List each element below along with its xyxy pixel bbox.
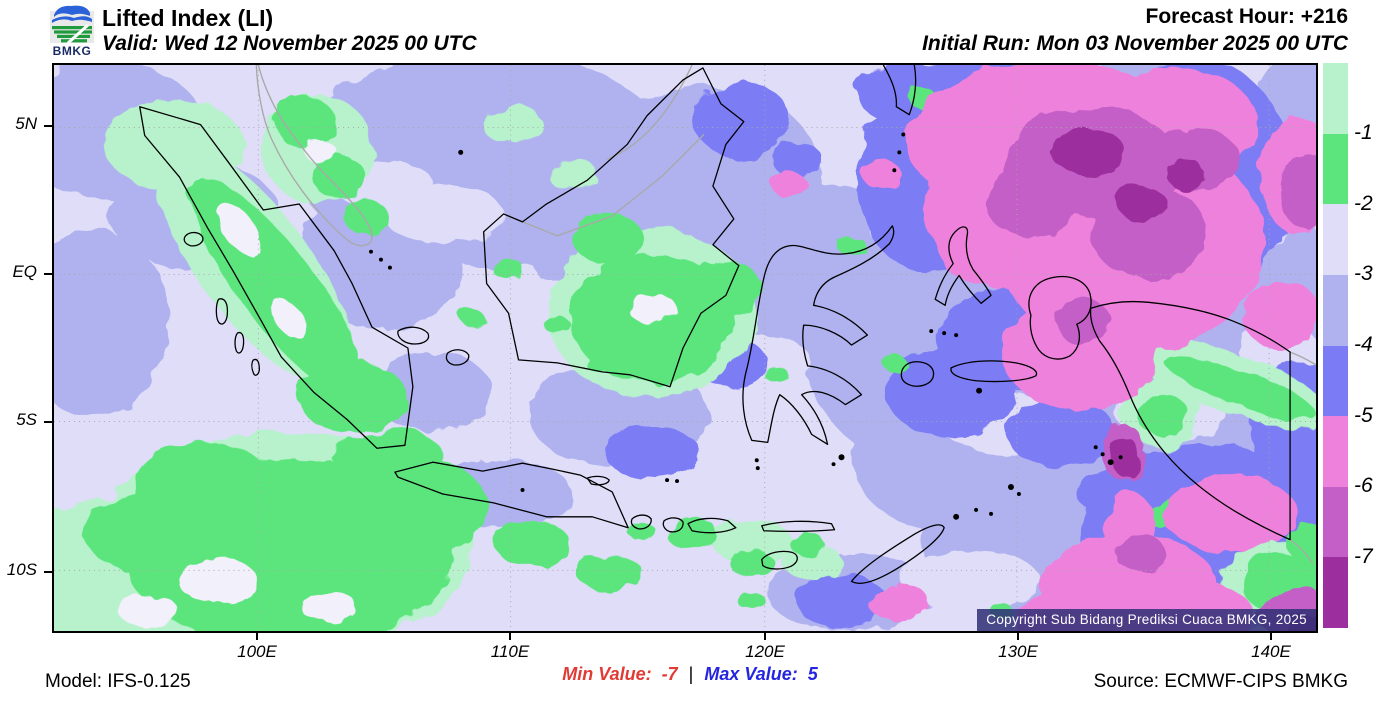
x-tick	[256, 633, 258, 640]
x-tick	[509, 633, 511, 640]
colorbar-segment	[1323, 63, 1348, 134]
coastline-mentawai	[215, 298, 260, 376]
small-islands	[369, 132, 1123, 520]
coastline-png	[1289, 351, 1316, 564]
source-label: Source: ECMWF-CIPS BMKG	[1093, 671, 1348, 692]
coastline-flores	[761, 520, 836, 533]
coastline-papua-head	[1028, 275, 1092, 360]
y-axis-label-5n: 5N	[15, 114, 37, 133]
coastline-vietnam	[606, 65, 693, 160]
colorbar-segment	[1323, 133, 1348, 205]
coastline-bali	[630, 514, 652, 530]
coastline-sumba	[761, 550, 798, 570]
valid-time: Valid: Wed 12 November 2025 00 UTC	[102, 32, 477, 55]
colorbar-tick-5: -5	[1354, 404, 1373, 427]
coastline-belitung	[445, 349, 470, 366]
indonesia-li-map-svg	[54, 65, 1316, 631]
colorbar-tick-3: -3	[1354, 262, 1373, 285]
y-axis-label-5s: 5S	[16, 410, 37, 429]
coastline-borneo	[482, 67, 745, 388]
bmkg-logo: BMKG	[44, 1, 100, 58]
y-tick	[44, 571, 52, 573]
colorbar	[1323, 63, 1348, 628]
contour-layer-darkpurple	[1050, 130, 1316, 631]
min-max-values: Min Value: -7 | Max Value: 5	[430, 664, 950, 685]
colorbar-segment	[1323, 345, 1348, 417]
coastline-mindanao-tip	[882, 65, 917, 116]
y-axis-label-10s: 10S	[6, 560, 37, 579]
colorbar-tick-7: -7	[1354, 545, 1373, 568]
coastline-nias	[183, 231, 204, 247]
colorbar-segment	[1323, 416, 1348, 487]
initial-run: Initial Run: Mon 03 November 2025 00 UTC	[922, 32, 1348, 55]
coastline-indonesia	[139, 65, 1291, 585]
min-max-separator: |	[688, 664, 694, 684]
bmkg-logo-icon	[50, 5, 94, 45]
coastline-foreign	[255, 65, 1316, 564]
colorbar-tick-4: -4	[1354, 333, 1373, 356]
x-tick	[1270, 633, 1272, 640]
coastline-bangka	[397, 326, 430, 345]
coastline-madura	[586, 475, 610, 486]
bmkg-logo-text: BMKG	[52, 44, 92, 58]
colorbar-segment	[1323, 486, 1348, 558]
coastline-sulawesi	[742, 225, 895, 445]
colorbar-segment	[1323, 204, 1348, 275]
y-tick	[44, 421, 52, 423]
colorbar-tick-2: -2	[1354, 192, 1373, 215]
coastline-malay-peninsula	[255, 65, 373, 247]
coastline-lombok	[662, 517, 684, 533]
lifted-index-map: Copyright Sub Bidang Prediksi Cuaca BMKG…	[52, 63, 1318, 633]
coastline-sumatra	[139, 106, 414, 449]
colorbar-tick-6: -6	[1354, 474, 1373, 497]
min-value: -7	[661, 664, 678, 684]
y-axis-label-eq: EQ	[12, 262, 37, 281]
x-axis-label-100e: 100E	[237, 642, 277, 661]
copyright-badge: Copyright Sub Bidang Prediksi Cuaca BMKG…	[977, 609, 1316, 631]
x-axis-label-130e: 130E	[998, 642, 1038, 661]
coastline-java	[394, 461, 629, 529]
model-label: Model: IFS-0.125	[45, 671, 191, 692]
x-axis-label-110e: 110E	[490, 642, 530, 661]
coastline-buru	[900, 361, 935, 387]
coastline-halmahera	[934, 226, 992, 306]
max-value: 5	[807, 664, 818, 684]
contour-layer-white	[118, 141, 678, 628]
colorbar-segment	[1323, 557, 1348, 628]
coastline-sumbawa	[687, 517, 737, 534]
coastline-seram	[950, 360, 1038, 383]
x-tick	[764, 633, 766, 640]
colorbar-tick-1: -1	[1354, 121, 1373, 144]
x-tick	[1017, 633, 1019, 640]
y-tick	[44, 125, 52, 127]
border-sabah-sarawak	[507, 134, 705, 237]
max-value-label: Max Value:	[704, 664, 798, 684]
x-axis-label-140e: 140E	[1251, 642, 1291, 661]
x-axis-label-120e: 120E	[745, 642, 785, 661]
y-tick	[44, 273, 52, 275]
min-value-label: Min Value:	[562, 664, 652, 684]
forecast-hour: Forecast Hour: +216	[1145, 5, 1349, 28]
colorbar-segment	[1323, 274, 1348, 346]
page-title: Lifted Index (LI)	[102, 5, 274, 31]
coastline-papua	[1089, 300, 1291, 541]
coastline-timor	[850, 524, 945, 585]
